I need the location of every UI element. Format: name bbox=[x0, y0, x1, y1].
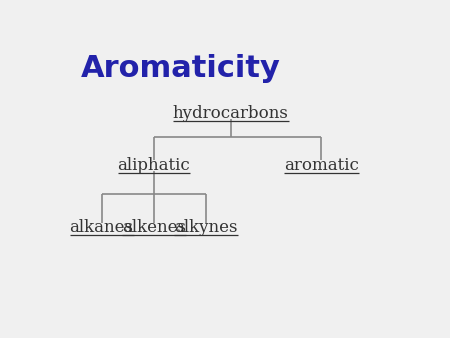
Text: aliphatic: aliphatic bbox=[117, 157, 190, 174]
Text: alkynes: alkynes bbox=[175, 219, 238, 237]
Text: alkanes: alkanes bbox=[70, 219, 134, 237]
Text: aromatic: aromatic bbox=[284, 157, 359, 174]
Text: hydrocarbons: hydrocarbons bbox=[173, 105, 288, 122]
Text: alkenes: alkenes bbox=[122, 219, 186, 237]
Text: Aromaticity: Aromaticity bbox=[81, 54, 280, 82]
